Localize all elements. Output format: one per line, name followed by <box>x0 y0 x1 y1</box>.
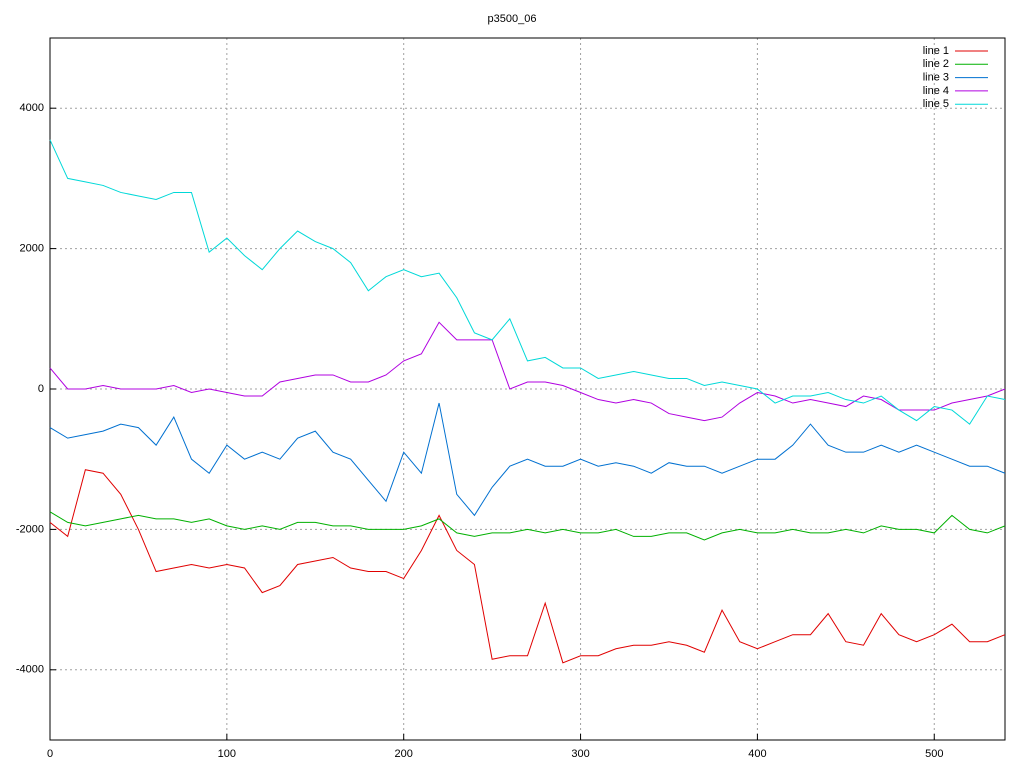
legend-label: line 1 <box>923 45 949 57</box>
x-tick-label: 300 <box>571 748 589 760</box>
line-series <box>49 402 1006 517</box>
legend-label: line 3 <box>923 72 949 84</box>
x-tick-label: 500 <box>925 748 943 760</box>
line-series <box>49 321 1006 422</box>
x-tick-label: 0 <box>47 748 53 760</box>
x-tick-label: 400 <box>748 748 766 760</box>
y-tick-label: 4000 <box>20 102 44 114</box>
legend-label: line 2 <box>923 58 949 70</box>
y-tick-label: 0 <box>38 383 44 395</box>
line-series <box>49 511 1006 541</box>
x-tick-label: 200 <box>395 748 413 760</box>
y-tick-label: 2000 <box>20 243 44 255</box>
line-series <box>49 469 1006 664</box>
x-tick-label: 100 <box>218 748 236 760</box>
legend-label: line 5 <box>923 98 949 110</box>
chart-title: p3500_06 <box>488 13 537 25</box>
y-tick-label: -2000 <box>16 523 44 535</box>
y-tick-label: -4000 <box>16 664 44 676</box>
legend-label: line 4 <box>923 85 949 97</box>
line-series <box>49 139 1006 425</box>
